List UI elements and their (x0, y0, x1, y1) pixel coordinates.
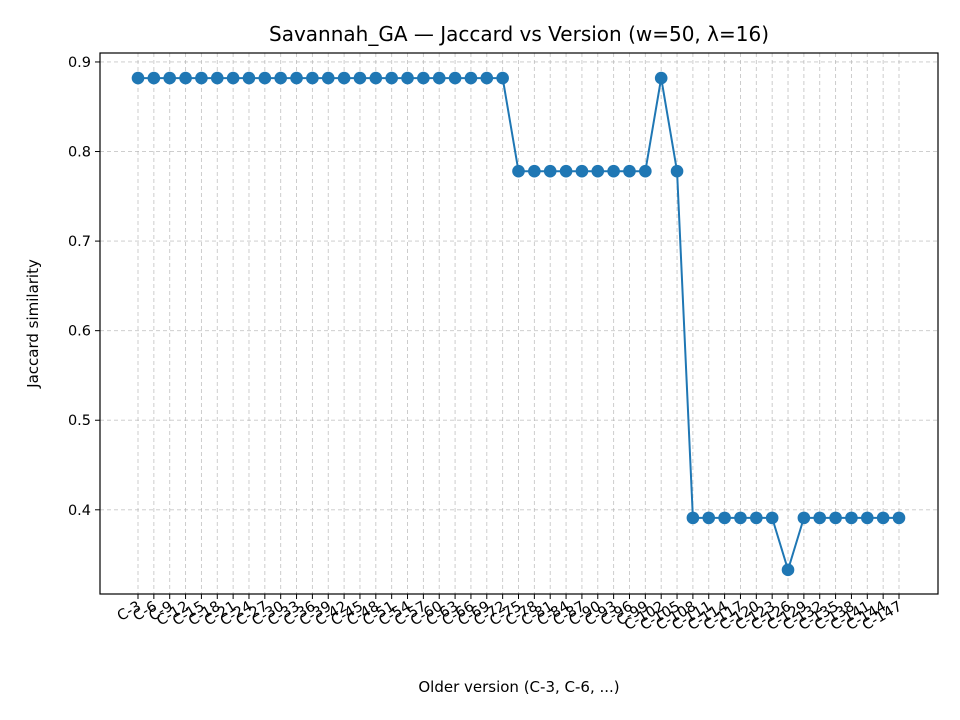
data-point (781, 563, 795, 577)
data-point (464, 71, 478, 85)
data-point (131, 71, 145, 85)
data-point (195, 71, 208, 85)
y-tick-label: 0.4 (68, 503, 91, 519)
chart-title: Savannah_GA — Jaccard vs Version (w=50, … (269, 22, 769, 46)
data-point (845, 511, 858, 525)
data-point (797, 511, 811, 525)
data-point (686, 511, 700, 525)
data-point (765, 511, 779, 525)
data-point (639, 164, 652, 178)
y-tick-label: 0.6 (68, 324, 91, 340)
data-point (860, 511, 874, 525)
y-tick-label: 0.8 (68, 145, 91, 161)
data-point (876, 511, 890, 525)
data-point (892, 511, 906, 525)
data-point (591, 164, 605, 178)
data-point (559, 164, 573, 178)
x-axis-label: Older version (C-3, C-6, ...) (418, 678, 619, 696)
x-axis-ticks: C-3C-6C-9C-12C-15C-18C-21C-24C-27C-30C-3… (115, 594, 905, 634)
data-point (670, 164, 684, 178)
data-point (718, 511, 731, 525)
data-point (337, 71, 351, 85)
data-point (321, 71, 335, 85)
y-tick-label: 0.5 (68, 413, 91, 429)
data-point (242, 71, 256, 85)
data-point (543, 164, 557, 178)
data-points (131, 71, 906, 577)
data-point (226, 71, 240, 85)
data-point (448, 71, 462, 85)
data-point (512, 164, 525, 178)
data-point (401, 71, 414, 85)
data-point (163, 71, 177, 85)
grid-lines (100, 53, 938, 594)
data-point (734, 511, 747, 525)
data-point (179, 71, 192, 85)
y-axis-ticks: 0.4 0.5 0.6 0.7 0.8 0.9 (68, 55, 100, 519)
data-point (813, 511, 827, 525)
data-point (306, 71, 319, 85)
data-point (274, 71, 287, 85)
data-point (258, 71, 272, 85)
data-point (528, 164, 541, 178)
data-point (147, 71, 161, 85)
data-point (829, 511, 842, 525)
data-point (654, 71, 668, 85)
data-point (575, 164, 589, 178)
data-point (623, 164, 636, 178)
data-point (417, 71, 430, 85)
data-point (750, 511, 763, 525)
data-point (369, 71, 383, 85)
y-axis-label: Jaccard similarity (24, 259, 42, 389)
data-point (385, 71, 398, 85)
y-tick-label: 0.9 (68, 55, 91, 71)
data-point (496, 71, 509, 85)
data-point (702, 511, 716, 525)
y-tick-label: 0.7 (68, 234, 91, 250)
data-point (607, 164, 620, 178)
data-point (210, 71, 224, 85)
data-point (432, 71, 446, 85)
data-point (480, 71, 494, 85)
data-point (290, 71, 303, 85)
data-point (353, 71, 367, 85)
